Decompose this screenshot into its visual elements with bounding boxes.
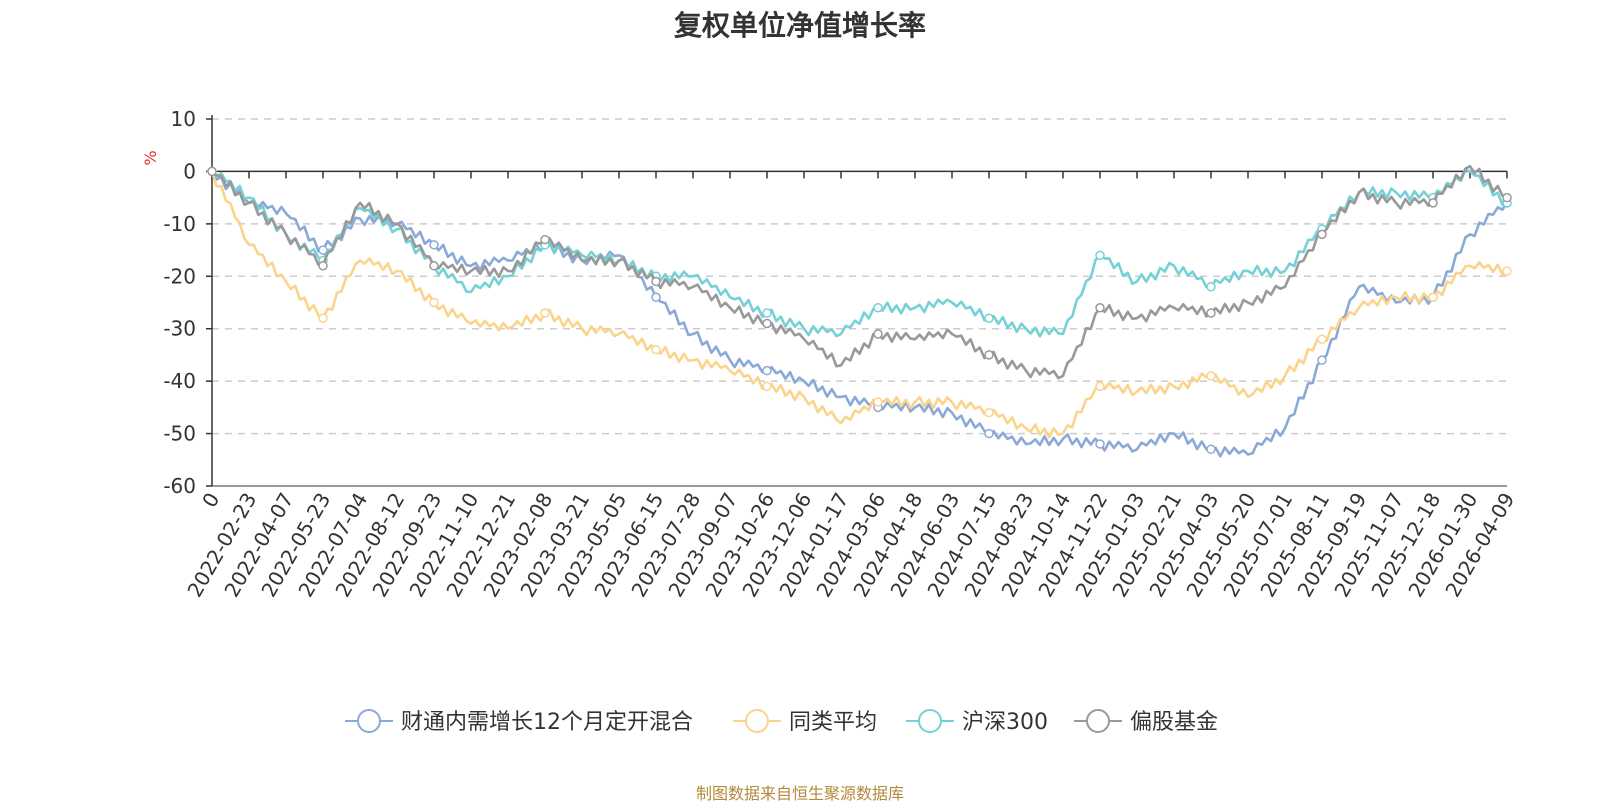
data-point <box>429 261 439 271</box>
y-tick-label: -40 <box>163 369 196 393</box>
series-line <box>211 164 1508 380</box>
data-point <box>540 308 550 318</box>
y-tick-label: 10 <box>171 107 196 131</box>
y-tick-label: -60 <box>163 474 196 498</box>
legend-layer: 财通内需增长12个月定开混合 同类平均 沪深300 偏股基金 <box>345 709 1218 735</box>
legend-marker <box>357 709 381 733</box>
data-point <box>318 261 328 271</box>
data-point <box>1502 192 1512 203</box>
legend-marker <box>918 709 942 733</box>
data-point <box>1206 444 1216 455</box>
data-point <box>984 313 994 323</box>
data-point <box>429 240 439 250</box>
data-point <box>873 302 883 313</box>
y-tick-label: -50 <box>163 422 196 446</box>
data-point <box>984 407 994 418</box>
data-point <box>1095 381 1105 392</box>
y-tick-label: -10 <box>163 212 196 236</box>
data-point <box>762 318 772 329</box>
data-point <box>984 428 994 439</box>
x-tick-label: 0 <box>197 489 224 512</box>
data-point <box>762 365 772 376</box>
data-point <box>651 292 661 303</box>
data-point <box>984 350 994 360</box>
data-point <box>1428 198 1438 208</box>
data-point <box>540 234 550 245</box>
legend-label: 偏股基金 <box>1130 710 1218 735</box>
legend-marker <box>745 709 769 733</box>
data-point <box>651 344 661 355</box>
legend-label: 同类平均 <box>789 710 877 735</box>
data-point <box>1206 371 1216 381</box>
data-point <box>429 297 439 308</box>
legend-item: 沪深300 <box>906 709 1048 735</box>
data-point <box>762 381 772 392</box>
data-point <box>1317 229 1327 240</box>
data-point <box>873 397 883 407</box>
legend-label: 财通内需增长12个月定开混合 <box>401 710 693 735</box>
legend-marker <box>1086 709 1110 733</box>
data-point <box>1206 282 1216 292</box>
series-line <box>210 170 1509 458</box>
data-point <box>1095 250 1105 261</box>
data-point <box>318 313 328 323</box>
source-note: 制图数据来自恒生聚源数据库 <box>695 784 904 803</box>
series-2 <box>207 166 1512 338</box>
legend-label: 沪深300 <box>962 710 1048 735</box>
series-line <box>211 168 1508 338</box>
data-point <box>1428 292 1438 303</box>
data-point <box>1206 308 1216 318</box>
series-3 <box>207 164 1512 380</box>
series-line <box>210 171 1508 439</box>
y-tick-label: 0 <box>183 159 196 183</box>
legend-item: 财通内需增长12个月定开混合 <box>345 709 693 735</box>
legend-item: 偏股基金 <box>1074 709 1218 735</box>
data-point <box>1095 302 1105 313</box>
data-point <box>207 166 217 177</box>
legend-item: 同类平均 <box>733 709 877 735</box>
data-point <box>1317 334 1327 344</box>
data-point <box>1095 439 1105 449</box>
data-point <box>873 329 883 339</box>
data-point <box>762 308 772 318</box>
series-layer <box>207 164 1512 458</box>
series-1 <box>207 166 1512 439</box>
data-point <box>1317 355 1327 365</box>
y-tick-label: -20 <box>163 264 196 288</box>
y-tick-label: -30 <box>163 317 196 341</box>
data-point <box>651 276 661 287</box>
grid-layer <box>212 118 1507 435</box>
chart-title: 复权单位净值增长率 <box>673 9 926 42</box>
y-axis-unit: % <box>141 150 160 165</box>
data-point <box>1502 266 1512 276</box>
